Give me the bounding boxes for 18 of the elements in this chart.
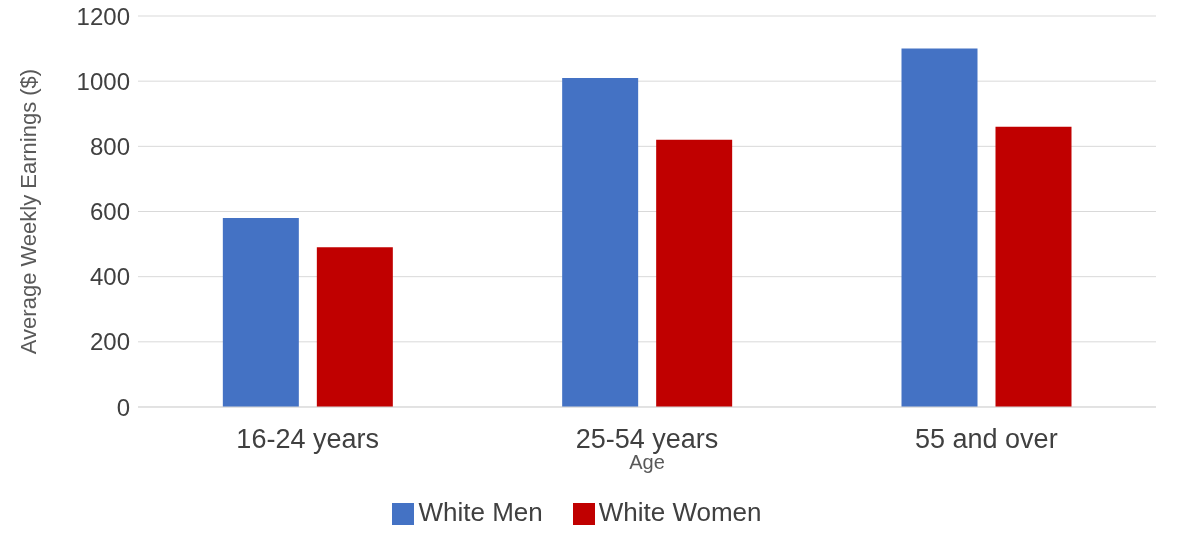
- bar: [656, 139, 733, 407]
- legend-label: White Men: [418, 497, 543, 527]
- legend-label: White Women: [598, 497, 762, 527]
- bar: [316, 247, 393, 407]
- bar: [995, 126, 1072, 407]
- bar: [901, 48, 978, 407]
- bar: [562, 77, 639, 407]
- y-tick-label: 600: [89, 198, 130, 226]
- x-tick-label: 16-24 years: [236, 424, 379, 455]
- y-tick-label: 800: [89, 132, 130, 160]
- y-axis-title: Average Weekly Earnings ($): [15, 68, 41, 355]
- y-tick-label: 0: [116, 393, 130, 421]
- y-tick-label: 400: [89, 263, 130, 291]
- bar: [222, 218, 299, 407]
- y-tick-label: 1200: [76, 2, 130, 30]
- x-tick-label: 55 and over: [915, 424, 1058, 455]
- y-tick-label: 200: [89, 328, 130, 356]
- y-tick-label: 1000: [76, 67, 130, 95]
